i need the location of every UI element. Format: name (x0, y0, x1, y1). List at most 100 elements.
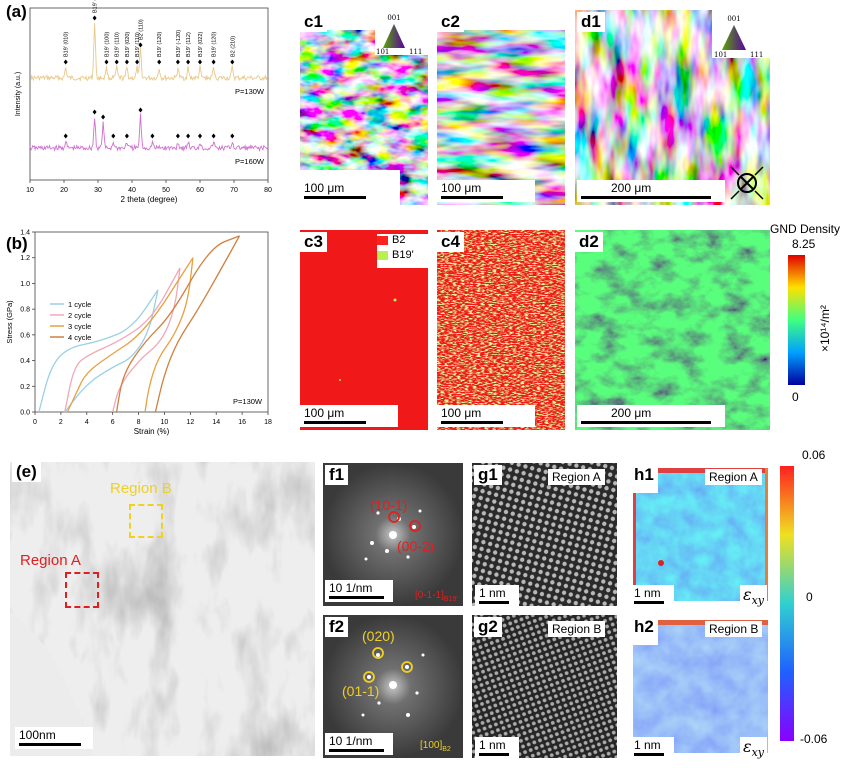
tem-e-scale-line (19, 743, 81, 746)
legend-b19: B19' (377, 249, 437, 261)
legend-b2: B2 (377, 234, 437, 246)
ipf-c-top: 001 (387, 14, 400, 22)
map-c4-label: c4 (437, 232, 464, 252)
xrd-peak-label: B2 (210) (230, 36, 236, 57)
xrd-peak-label: B19' (-120) (176, 30, 182, 57)
ipf-d-right: 111 (750, 51, 763, 58)
strain-h2-component: xy (751, 746, 765, 760)
tem-e-scalebar: 100nm (15, 727, 93, 749)
map-c1-scalebar: 100 μm (300, 180, 398, 202)
xrd-peak-marker (111, 133, 116, 139)
ss-series-unload (112, 267, 181, 413)
xrd-peak-label: B19' (112) (186, 32, 192, 57)
map-c3-scalebar: 100 μm (300, 405, 398, 427)
map-c2-scale-line (441, 196, 503, 199)
fft-f1-scale-line (329, 596, 384, 599)
map-d1-scalebar: 200 μm (577, 180, 725, 202)
xrd-peak-marker (230, 59, 235, 65)
ss-ytick-label: 0.4 (20, 358, 30, 365)
ss-xtick-label: 10 (161, 419, 169, 426)
map-d1-scale-text: 200 μm (611, 181, 652, 195)
xrd-series-line (29, 113, 269, 153)
ss-xtick-label: 18 (264, 419, 272, 426)
xrd-peak-marker (138, 107, 143, 113)
xrd-peak-label: B19' (010) (64, 32, 70, 57)
ipf-c-left: 101 (376, 48, 389, 55)
ss-series-unload (154, 235, 241, 413)
xrd-peak-label: B19' (120) (157, 32, 163, 57)
tem-e-scale-text: 100nm (19, 728, 56, 742)
strain-h1-scalebar: 1 nm (630, 585, 674, 607)
xrd-peak-marker (114, 59, 119, 65)
ss-frame (34, 231, 269, 413)
fft-f1-scale-text: 10 1/nm (329, 581, 373, 595)
ss-xtick-label: 8 (137, 419, 141, 426)
ss-ytick-label: 1.2 (20, 255, 30, 262)
map-d2-scale-line (581, 421, 711, 424)
stress-strain-chart: 0 2 4 6 8 10 12 14 16 18 0.0 0.2 0.4 0.6 0.8 1.0 1.2 1.4 S… (5, 230, 272, 437)
fft-f1-zone-axis: [0-1-1] (415, 590, 444, 601)
ss-xlabel: Strain (%) (134, 427, 170, 436)
fft-f2-label: f2 (325, 617, 349, 637)
strain-cb-max: 0.06 (802, 448, 826, 462)
hrtem-g1-scale-text: 1 nm (479, 586, 506, 600)
ss-series-load (66, 257, 194, 413)
phase-map-c4 (437, 230, 565, 430)
ss-ytick-label: 0.8 (20, 307, 30, 314)
hrtem-g1 (472, 463, 617, 606)
strain-cb-min: -0.06 (800, 732, 828, 746)
xrd-peak-marker (175, 133, 180, 139)
hrtem-g1-region: Region A (548, 469, 605, 485)
xrd-peak-marker (101, 114, 106, 120)
xrd-peak-marker (175, 59, 180, 65)
xrd-peak-label: B19' (022) (198, 32, 204, 57)
strain-h1-symbol: εxy (740, 585, 768, 608)
strain-h1-epsilon: ε (743, 585, 752, 604)
ss-ytick-label: 0.6 (20, 332, 30, 339)
fft-f2-spot2: (01-1) (342, 683, 380, 699)
ss-legend-label: 3 cycle (68, 322, 91, 331)
ss-legend-label: 2 cycle (68, 311, 91, 320)
xrd-label-130w: P=130W (235, 87, 265, 96)
ss-series-unload (64, 289, 159, 413)
xrd-peak-marker (198, 59, 202, 65)
map-d2-scale-text: 200 μm (611, 406, 652, 420)
xrd-peak-marker (63, 59, 68, 65)
map-d1-label: d1 (577, 12, 605, 32)
strain-h2-scale-text: 1 nm (634, 738, 661, 752)
strain-map-h2 (628, 615, 773, 758)
xrd-peak-label: B2 (110) (139, 19, 145, 40)
xrd-peak-marker (92, 109, 97, 115)
strain-colorbar: 0.06 0 -0.06 (778, 448, 846, 763)
region-b-label: Region B (110, 480, 172, 497)
hrtem-g2-scalebar: 1 nm (475, 737, 519, 759)
map-c4-scalebar: 100 μm (437, 405, 535, 427)
map-c1-scale-line (304, 196, 366, 199)
fft-f2-spot1: (020) (362, 628, 395, 644)
ss-ytick-label: 1.4 (20, 230, 30, 237)
ebsd-map-c2 (437, 30, 565, 205)
xrd-xlabel: 2 theta (degree) (121, 195, 178, 204)
fft-f2-scale-line (329, 749, 384, 752)
strain-h2-scale-line (634, 753, 664, 756)
ss-xtick-label: 16 (238, 419, 246, 426)
fft-f1-zone-phase: B19' (443, 596, 458, 603)
ss-xtick-label: 4 (85, 419, 89, 426)
xrd-ylabel: Intensity (a.u.) (15, 72, 22, 116)
gnd-title: GND Density (770, 222, 841, 236)
ss-xtick-label: 14 (212, 419, 220, 426)
ss-ytick-label: 0.2 (20, 384, 30, 391)
fft-f1-zone: [0-1-1]B19' (415, 590, 458, 603)
map-d2-scalebar: 200 μm (577, 405, 725, 427)
fft-f1-spot1: (10-1) (370, 497, 408, 513)
fft-f2-scale-text: 10 1/nm (329, 734, 373, 748)
hrtem-g2-label: g2 (474, 617, 502, 637)
tem-e-label: (e) (12, 462, 41, 482)
xrd-peak-marker (211, 59, 216, 65)
ss-xtick-label: 0 (33, 419, 37, 426)
xrd-peak-label: B19' (100) (105, 32, 111, 57)
ss-series-load (38, 289, 159, 413)
fft-f2-zone-axis: [100] (420, 740, 443, 751)
xrd-series-line (29, 23, 269, 82)
map-d1-scale-line (581, 196, 711, 199)
